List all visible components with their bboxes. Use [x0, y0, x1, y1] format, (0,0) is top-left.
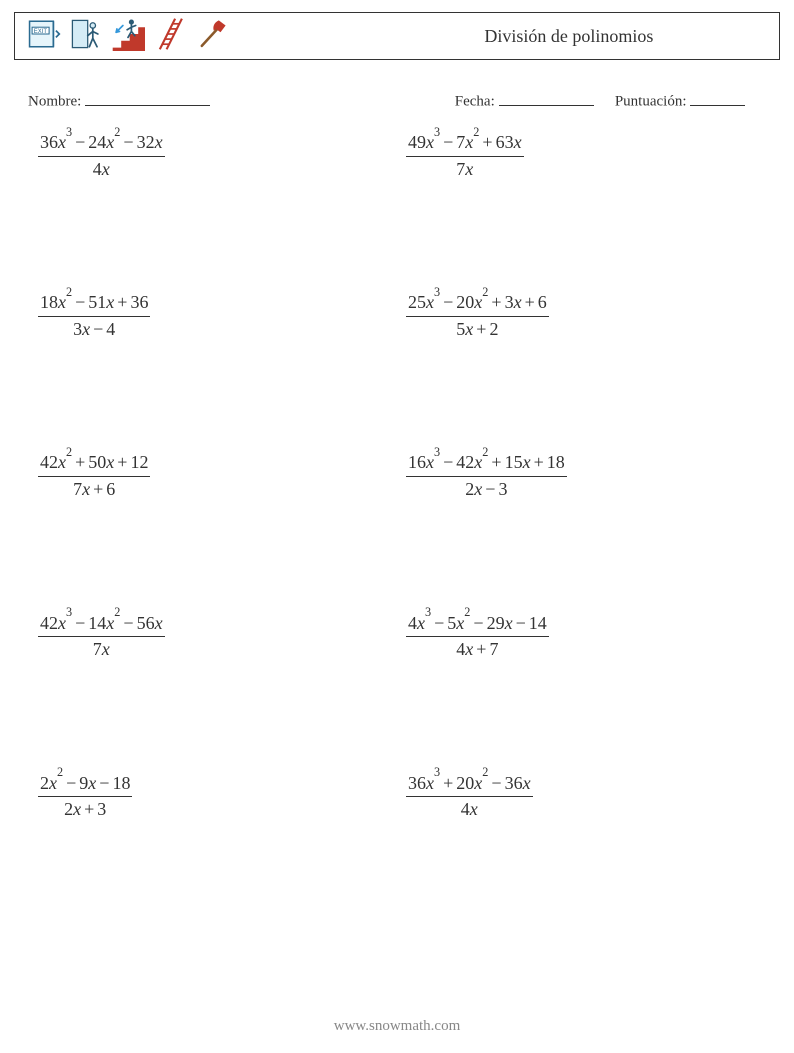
problem-cell: 2x2−9x−182x+3 — [38, 771, 366, 821]
stairs-person-icon — [111, 17, 145, 56]
score-label: Puntuación: — [615, 94, 687, 110]
fraction: 36x3+20x2−36x4x — [406, 771, 533, 821]
problem-cell: 36x3−24x2−32x4x — [38, 130, 366, 180]
numerator: 16x3−42x2+15x+18 — [406, 450, 567, 477]
problem-cell: 18x2−51x+363x−4 — [38, 290, 366, 340]
problem-cell: 4x3−5x2−29x−144x+7 — [406, 611, 734, 661]
score-underline — [690, 88, 745, 106]
date-field: Fecha: — [455, 88, 615, 111]
name-underline — [85, 88, 210, 106]
problem-cell: 42x2+50x+127x+6 — [38, 450, 366, 500]
name-label: Nombre: — [28, 94, 81, 110]
problem-cell: 16x3−42x2+15x+182x−3 — [406, 450, 734, 500]
worksheet-page: EXIT — [0, 0, 794, 1053]
numerator: 4x3−5x2−29x−14 — [406, 611, 549, 638]
numerator: 36x3−24x2−32x — [38, 130, 165, 157]
footer-text: www.snowmath.com — [0, 1018, 794, 1035]
numerator: 42x3−14x2−56x — [38, 611, 165, 638]
numerator: 36x3+20x2−36x — [406, 771, 533, 798]
header-box: EXIT — [14, 12, 780, 60]
name-field: Nombre: — [28, 88, 295, 111]
denominator: 3x−4 — [38, 317, 150, 341]
fraction: 42x3−14x2−56x7x — [38, 611, 165, 661]
denominator: 7x+6 — [38, 477, 150, 501]
date-label: Fecha: — [455, 94, 495, 110]
problems-grid: 36x3−24x2−32x4x49x3−7x2+63x7x18x2−51x+36… — [38, 130, 734, 821]
problem-cell: 25x3−20x2+3x+65x+2 — [406, 290, 734, 340]
fraction: 2x2−9x−182x+3 — [38, 771, 132, 821]
numerator: 2x2−9x−18 — [38, 771, 132, 798]
denominator: 4x — [406, 797, 533, 821]
exit-door-icon: EXIT — [27, 17, 61, 56]
ladder-icon — [153, 17, 187, 56]
denominator: 4x+7 — [406, 637, 549, 661]
denominator: 7x — [38, 637, 165, 661]
person-door-icon — [69, 17, 103, 56]
denominator: 4x — [38, 157, 165, 181]
fraction: 49x3−7x2+63x7x — [406, 130, 524, 180]
problem-cell: 49x3−7x2+63x7x — [406, 130, 734, 180]
svg-text:EXIT: EXIT — [34, 29, 48, 35]
score-field: Puntuación: — [615, 88, 766, 111]
fraction: 16x3−42x2+15x+182x−3 — [406, 450, 567, 500]
problem-cell: 42x3−14x2−56x7x — [38, 611, 366, 661]
meta-row: Nombre: Fecha: Puntuación: — [28, 88, 766, 111]
numerator: 18x2−51x+36 — [38, 290, 150, 317]
fraction: 36x3−24x2−32x4x — [38, 130, 165, 180]
denominator: 7x — [406, 157, 524, 181]
fraction: 25x3−20x2+3x+65x+2 — [406, 290, 549, 340]
denominator: 5x+2 — [406, 317, 549, 341]
denominator: 2x−3 — [406, 477, 567, 501]
numerator: 25x3−20x2+3x+6 — [406, 290, 549, 317]
axe-icon — [195, 17, 229, 56]
icon-strip: EXIT — [15, 17, 229, 56]
fraction: 42x2+50x+127x+6 — [38, 450, 150, 500]
fraction: 18x2−51x+363x−4 — [38, 290, 150, 340]
problem-cell: 36x3+20x2−36x4x — [406, 771, 734, 821]
numerator: 42x2+50x+12 — [38, 450, 150, 477]
page-title: División de polinomios — [359, 26, 779, 47]
denominator: 2x+3 — [38, 797, 132, 821]
date-underline — [499, 88, 594, 106]
fraction: 4x3−5x2−29x−144x+7 — [406, 611, 549, 661]
numerator: 49x3−7x2+63x — [406, 130, 524, 157]
